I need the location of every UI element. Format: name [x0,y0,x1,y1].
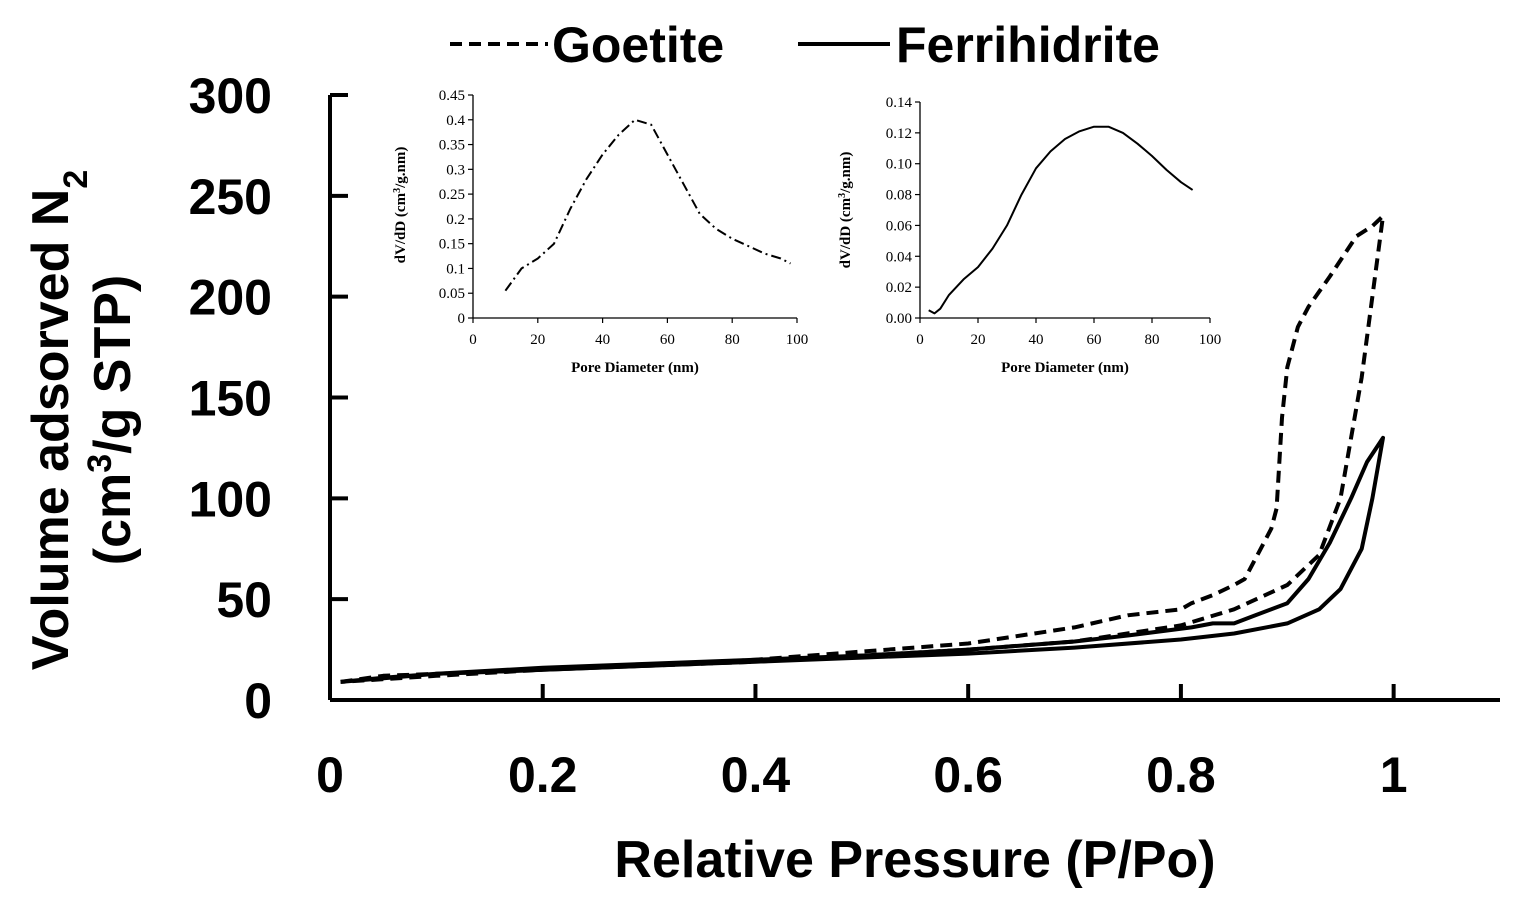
svg-text:(cm3/g STP): (cm3/g STP) [81,275,142,566]
main-x-tick-label: 0.8 [1146,747,1216,803]
inset-goetite-x-tick-labels: 0 20 40 60 80 100 [469,332,808,348]
main-x-tick-label: 0.6 [933,747,1003,803]
inset-ferrihidrite-axes [915,101,1211,323]
inset-x-tick-label: 40 [1029,332,1044,348]
inset-ferrihidrite-y-label-sup: 3 [837,193,848,198]
inset-y-tick-label: 0.1 [446,261,465,277]
inset-x-tick-label: 60 [1087,332,1102,348]
inset-x-tick-label: 20 [971,332,986,348]
inset-y-tick-label: 0.3 [446,162,465,178]
inset-goetite-y-label-post: /g.nm) [393,147,409,189]
inset-y-tick-label: 0.05 [439,286,465,302]
main-x-tick-label: 1 [1380,747,1408,803]
svg-text:Volume adsorved N2: Volume adsorved N2 [22,170,95,671]
inset-y-tick-label: 0.04 [886,249,913,265]
legend-ferrihidrite-label: Ferrihidrite [896,17,1160,73]
inset-ferrihidrite-x-axis-label: Pore Diameter (nm) [1001,360,1129,376]
inset-x-tick-label: 60 [660,332,675,348]
main-x-tick-label: 0 [316,747,344,803]
inset-y-tick-label: 0.14 [886,95,913,111]
main-y-tick-label: 200 [189,270,272,326]
main-series [340,214,1385,684]
inset-y-tick-label: 0 [458,311,466,327]
inset-y-tick-label: 0.35 [439,138,465,154]
main-x-axis-label: Relative Pressure (P/Po) [614,831,1215,889]
inset-y-tick-label: 0.00 [886,311,912,327]
main-x-tick-label: 0.2 [508,747,578,803]
inset-y-tick-label: 0.2 [446,212,465,228]
inset-x-tick-label: 80 [1145,332,1160,348]
inset-y-tick-label: 0.45 [439,88,465,104]
main-y-tick-label: 50 [216,572,272,628]
series-line-ferrihidrite [340,435,1385,684]
legend-goetite-label: Goetite [552,17,724,73]
main-y-axis-label-line1: Volume adsorved N [22,189,80,671]
main-y-axis-label-line2-pre: (cm [84,473,142,565]
inset-x-tick-label: 100 [1199,332,1222,348]
legend: Goetite Ferrihidrite [450,17,1160,73]
inset-y-tick-label: 0.15 [439,237,465,253]
inset-ferrihidrite-chart: 0 20 40 60 80 100 0.00 0.02 0.04 0.06 0.08 0.10 0.1… [837,95,1222,376]
main-y-tick-label: 300 [189,68,272,124]
inset-goetite-y-tick-labels: 0 0.05 0.1 0.15 0.2 0.25 0.3 0.35 0.4 0.45 [439,88,466,327]
main-y-tick-label: 0 [244,673,272,729]
main-y-tick-label: 100 [189,471,272,527]
main-x-tick-labels: 0 0.2 0.4 0.6 0.8 1 [316,747,1407,803]
inset-x-tick-label: 0 [916,332,924,348]
inset-x-tick-label: 20 [530,332,545,348]
main-y-axis-label-sub: 2 [57,170,95,189]
main-y-axis-label-line2-post: /g STP) [84,275,142,454]
main-x-tick-label: 0.4 [721,747,791,803]
main-y-tick-label: 250 [189,169,272,225]
inset-series-line-ferrihidrite [928,125,1194,315]
inset-goetite-axes [468,94,798,323]
inset-y-tick-label: 0.12 [886,126,912,142]
inset-x-tick-label: 0 [469,332,477,348]
inset-ferrihidrite-x-tick-labels: 0 20 40 60 80 100 [916,332,1221,348]
inset-goetite-series [504,118,791,292]
inset-goetite-y-label-sup: 3 [392,188,403,193]
inset-y-tick-label: 0.06 [886,218,913,234]
main-y-tick-label: 150 [189,371,272,427]
inset-y-tick-label: 0.10 [886,157,912,173]
inset-goetite-x-axis-label: Pore Diameter (nm) [571,360,699,376]
inset-y-tick-label: 0.08 [886,188,912,204]
inset-goetite-y-label-pre: dV/dD (cm [393,192,409,263]
main-axes [328,93,1500,702]
main-y-axis-label: Volume adsorved N2 (cm3/g STP) [22,170,142,671]
inset-x-tick-label: 80 [725,332,740,348]
inset-y-tick-label: 0.02 [886,280,912,296]
inset-goetite-chart: 0 20 40 60 80 100 00.050.10.150.20.250.30.350… [392,88,809,376]
inset-goetite-y-axis-label: dV/dD (cm3/g.nm) [392,147,410,264]
series-line-goetite [340,214,1385,684]
inset-x-tick-label: 40 [595,332,610,348]
inset-ferrihidrite-series [928,125,1194,315]
inset-ferrihidrite-y-label-pre: dV/dD (cm [838,197,854,268]
inset-x-tick-label: 100 [786,332,809,348]
inset-ferrihidrite-y-label-post: /g.nm) [838,152,854,194]
inset-y-tick-label: 0.25 [439,187,465,203]
inset-ferrihidrite-y-tick-labels: 0.00 0.02 0.04 0.06 0.08 0.10 0.12 0.14 [886,95,913,327]
inset-series-line-goetite [504,118,791,292]
inset-ferrihidrite-y-axis-label: dV/dD (cm3/g.nm) [837,152,855,269]
inset-y-tick-label: 0.4 [446,113,465,129]
main-y-axis-label-line2-sup: 3 [81,454,119,473]
main-y-tick-labels: 0 50 100 150 200 250 300 [189,68,272,729]
